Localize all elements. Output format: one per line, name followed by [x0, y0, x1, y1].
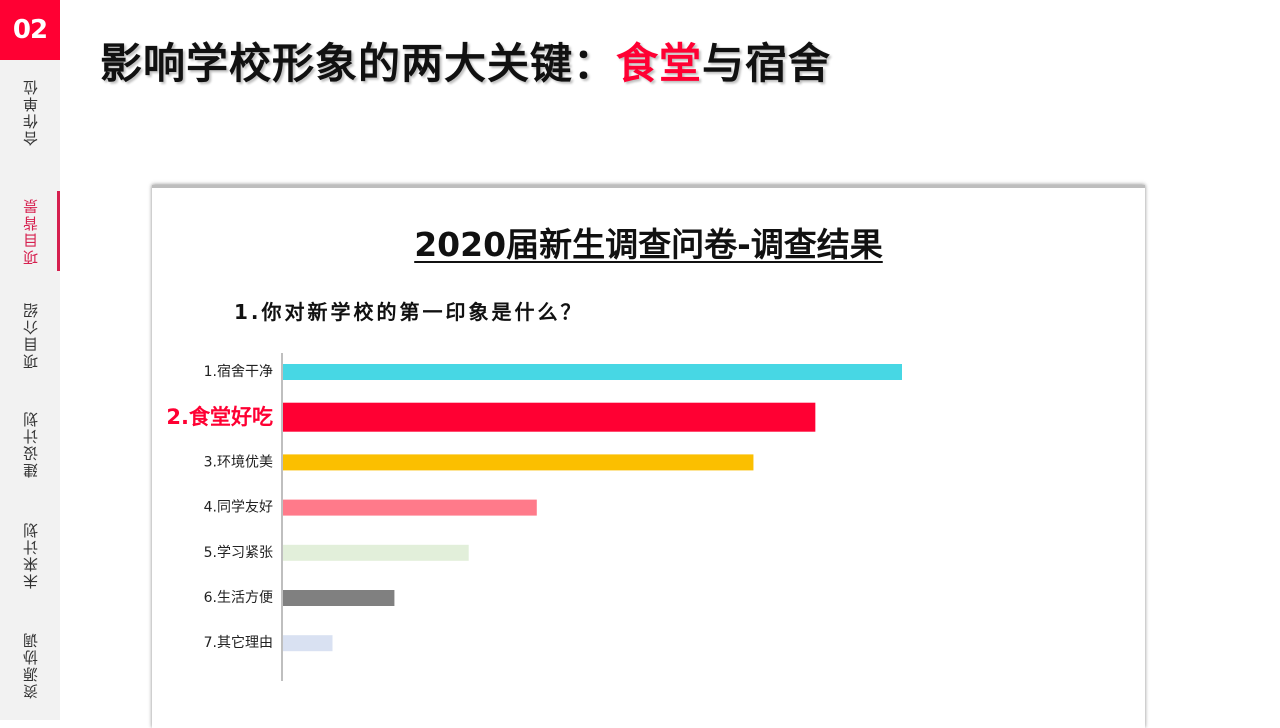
card-title: 2020届新生调查问卷-调查结果 [152, 218, 1145, 266]
sidebar-item-label: 未来计划 [21, 521, 40, 589]
sidebar-item-background[interactable]: 项目背景 [0, 191, 60, 271]
bar [283, 544, 469, 561]
sidebar-item-future-plan[interactable]: 未来计划 [0, 515, 60, 595]
sidebar-item-resources[interactable]: 资源协调 [0, 625, 60, 705]
page-title: 影响学校形象的两大关键：食堂与宿舍 [100, 30, 831, 91]
category-label: 2.食堂好吃 [166, 405, 273, 429]
category-label: 6.生活方便 [204, 590, 273, 606]
category-label: 5.学习紧张 [204, 545, 273, 561]
survey-result-card: 2020届新生调查问卷-调查结果 1.你对新学校的第一印象是什么？ 1.宿舍干净… [152, 185, 1145, 728]
sidebar-item-introduction[interactable]: 项目介绍 [0, 295, 60, 375]
sidebar-item-label: 项目介绍 [21, 301, 40, 369]
card-title-text: 2020届新生调查问卷-调查结果 [414, 225, 883, 264]
bar [283, 364, 902, 380]
category-label: 3.环境优美 [204, 454, 273, 470]
category-label: 4.同学友好 [204, 500, 273, 516]
sidebar-item-label: 资源协调 [21, 631, 40, 699]
category-label: 7.其它理由 [204, 634, 273, 651]
page-title-accent: 食堂 [616, 39, 703, 88]
bar [283, 499, 537, 516]
sidebar-item-label: 合作单位 [21, 78, 40, 146]
page-title-prefix: 影响学校形象的两大关键： [100, 39, 617, 88]
bar [283, 454, 754, 471]
bar [283, 402, 816, 432]
sidebar: 02 合作单位 项目背景 项目介绍 建设计划 未来计划 资源协调 [0, 0, 60, 720]
bar [283, 590, 395, 606]
sidebar-item-label: 建设计划 [21, 410, 40, 478]
survey-question: 1.你对新学校的第一印象是什么？ [234, 300, 584, 324]
bar-chart: 1.宿舍干净 2.食堂好吃 3.环境优美 4.同学友好 5.学习紧张 6.生活方便 7.其它… [166, 353, 902, 681]
page-title-suffix: 与宿舍 [702, 39, 832, 88]
sidebar-item-construction-plan[interactable]: 建设计划 [0, 404, 60, 484]
sidebar-item-label: 项目背景 [21, 197, 40, 265]
section-number-badge: 02 [0, 0, 60, 60]
category-label: 1.宿舍干净 [204, 363, 273, 380]
bar [283, 635, 333, 652]
sidebar-item-partners[interactable]: 合作单位 [0, 72, 60, 152]
